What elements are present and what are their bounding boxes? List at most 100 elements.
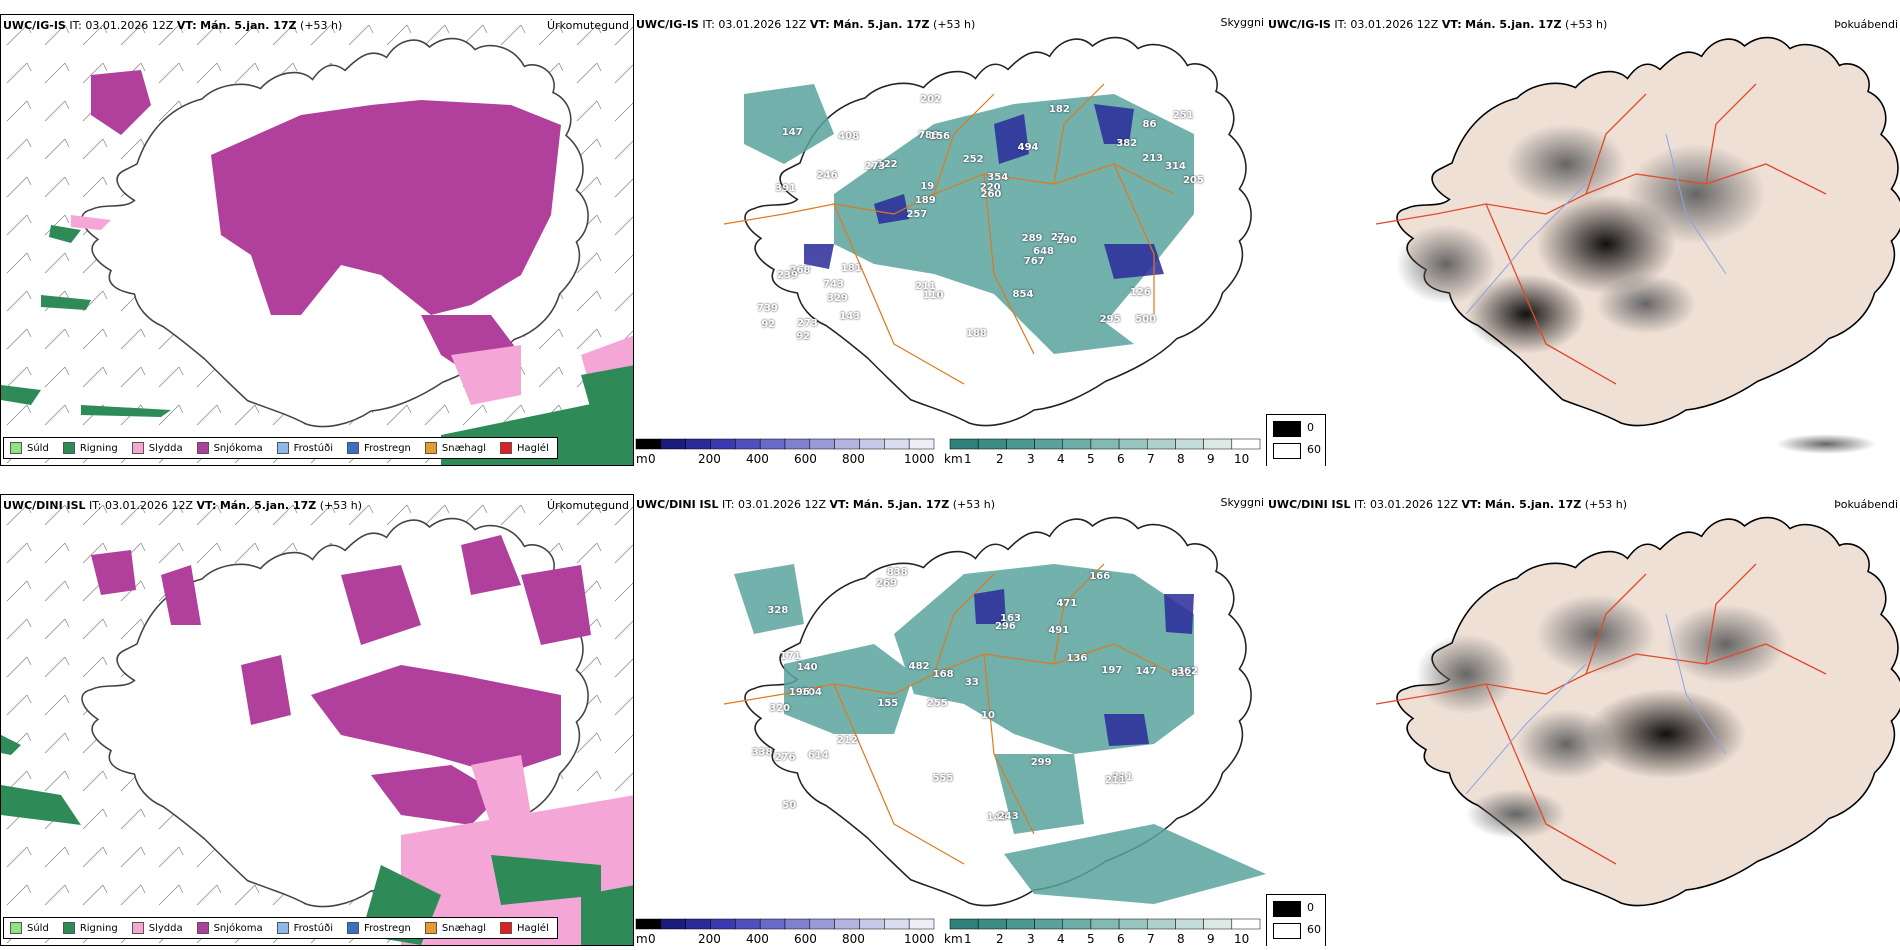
cloud-base-value: 320	[769, 703, 791, 715]
colorbar-swatch	[834, 438, 860, 450]
cloud-base-value: 500	[1135, 313, 1157, 325]
cloud-base-value: 269	[876, 578, 898, 590]
cloud-base-value: 276	[774, 752, 796, 763]
legend-swatch	[62, 442, 75, 454]
low-cloud-base-areas	[804, 104, 1164, 279]
cloud-base-value: 648	[1033, 245, 1054, 257]
vis-tick: 4	[1057, 452, 1065, 466]
cloud-base-value: 10	[981, 709, 995, 721]
cloud-tick: 200	[698, 932, 721, 946]
cloud-base-value: 19	[920, 181, 935, 193]
legend-label: Súld	[27, 922, 49, 934]
legend-label: Snæhagl	[441, 442, 487, 454]
vis-colorbar-unit: km	[944, 452, 963, 466]
cloud-base-value: 354	[987, 171, 1009, 183]
cloud-base-value: 126	[1129, 286, 1151, 298]
cloud-tick: 400	[746, 452, 769, 466]
cloud-tick: 1000	[904, 452, 935, 466]
legend-swatch	[276, 442, 289, 454]
cloud-base-value: 110	[922, 289, 944, 301]
cloud-base-value: 382	[1116, 137, 1138, 149]
legend-label: Haglél	[517, 442, 549, 454]
cloud-tick: 200	[698, 452, 721, 466]
cloud-base-value: 329	[827, 292, 848, 304]
cloud-base-value: 239	[777, 269, 798, 281]
legend-label: Snjókoma	[213, 442, 263, 454]
cloud-base-value: 482	[908, 661, 930, 673]
rivers	[1465, 133, 1727, 315]
cloud-base-value: 494	[1017, 141, 1039, 153]
colorbar-swatch	[977, 918, 1007, 930]
vis-tick: 2	[996, 452, 1004, 466]
legend-swatch	[347, 922, 359, 934]
panel-header: UWC/DINI ISL IT: 03.01.2026 12Z VT: Mán.…	[636, 498, 995, 511]
cloud-base-value: 328	[767, 605, 789, 617]
colorbar-swatch	[949, 918, 979, 930]
colorbar-swatch	[685, 438, 711, 450]
cloud-base-value: 86	[1142, 118, 1157, 130]
precip-type-map	[1, 495, 633, 945]
cloud-base-value: 122	[876, 159, 898, 170]
fog-legend: 0 60	[1266, 894, 1326, 946]
legend-swatch	[131, 442, 144, 454]
vis-tick: 2	[996, 932, 1004, 946]
colorbar-swatches	[635, 438, 1261, 450]
cloud-base-value: 211	[915, 281, 936, 293]
colorbar-swatch	[1034, 438, 1063, 450]
legend-swatch	[500, 922, 513, 934]
cloud-tick: 600	[794, 932, 817, 946]
cloud-base-value: 338	[751, 746, 773, 758]
cloud-base-value: 171	[779, 650, 801, 662]
fog-map	[1375, 36, 1900, 454]
colorbars: m 0 200 400 600 800 1000 km 1 2 3 4 5 6 …	[634, 438, 1266, 466]
cloud-base-value: 788	[918, 129, 939, 141]
precip-legend: Súld Rigning Slydda Snjókoma Frostúði Fr…	[3, 437, 558, 459]
cloud-base-value: 220	[979, 181, 1001, 193]
rivers	[1465, 613, 1727, 795]
cloud-tick: 0	[648, 452, 656, 466]
legend-swatch	[196, 922, 209, 934]
legend-label: Slydda	[148, 922, 183, 934]
fog-legend-label: 60	[1307, 923, 1321, 936]
vis-tick: 10	[1234, 932, 1250, 946]
vis-tick: 6	[1117, 452, 1125, 466]
colorbar-swatch	[908, 438, 935, 450]
legend-swatch	[10, 442, 22, 454]
colorbar-swatch	[1203, 438, 1233, 450]
panel-header: UWC/IG-IS IT: 03.01.2026 12Z VT: Mán. 5.…	[636, 18, 976, 31]
cloud-base-value: 136	[1066, 653, 1088, 665]
visibility-colorbar	[949, 438, 1261, 450]
legend-swatch	[347, 442, 359, 454]
fog-legend-label: 60	[1307, 443, 1321, 456]
legend-label: Rigning	[79, 442, 118, 454]
snow-areas	[91, 70, 561, 375]
vis-tick: 1	[964, 932, 972, 946]
colorbar-swatch	[809, 918, 835, 930]
cloud-base-value: 181	[840, 263, 862, 275]
panel-title: Skyggni	[1220, 16, 1264, 29]
vis-tick: 7	[1147, 452, 1155, 466]
colorbar-swatch	[1090, 918, 1120, 930]
colorbar-swatch	[1118, 438, 1148, 450]
snow-areas	[91, 535, 591, 825]
cloud-visibility-panel-row1: UWC/IG-IS IT: 03.01.2026 12Z VT: Mán. 5.…	[634, 14, 1266, 466]
cloud-base-value: 188	[965, 327, 987, 339]
legend-swatch	[276, 922, 289, 934]
panel-title: Úrkomutegund	[547, 19, 629, 32]
colorbar-swatch	[1175, 918, 1204, 930]
cloud-colorbar	[635, 918, 935, 930]
cloud-base-value: 163	[1000, 612, 1021, 624]
cloud-base-value: 311	[1112, 771, 1133, 783]
cloud-tick: 800	[842, 452, 865, 466]
cloud-base-value: 246	[816, 169, 838, 181]
cloud-colorbar	[635, 438, 935, 450]
cloud-base-value: 273	[864, 160, 886, 172]
colorbar-swatch	[635, 438, 662, 450]
low-visibility-areas	[734, 564, 1266, 904]
precip-type-panel-row2: UWC/DINI ISL IT: 03.01.2026 12Z VT: Mán.…	[0, 494, 634, 946]
fog-legend-swatch	[1273, 901, 1301, 917]
panel-header: UWC/IG-IS IT: 03.01.2026 12Z VT: Mán. 5.…	[3, 19, 343, 32]
cloud-base-value: 252	[962, 154, 984, 166]
colorbar-swatch	[735, 918, 761, 930]
fog-legend-swatch	[1273, 443, 1301, 459]
